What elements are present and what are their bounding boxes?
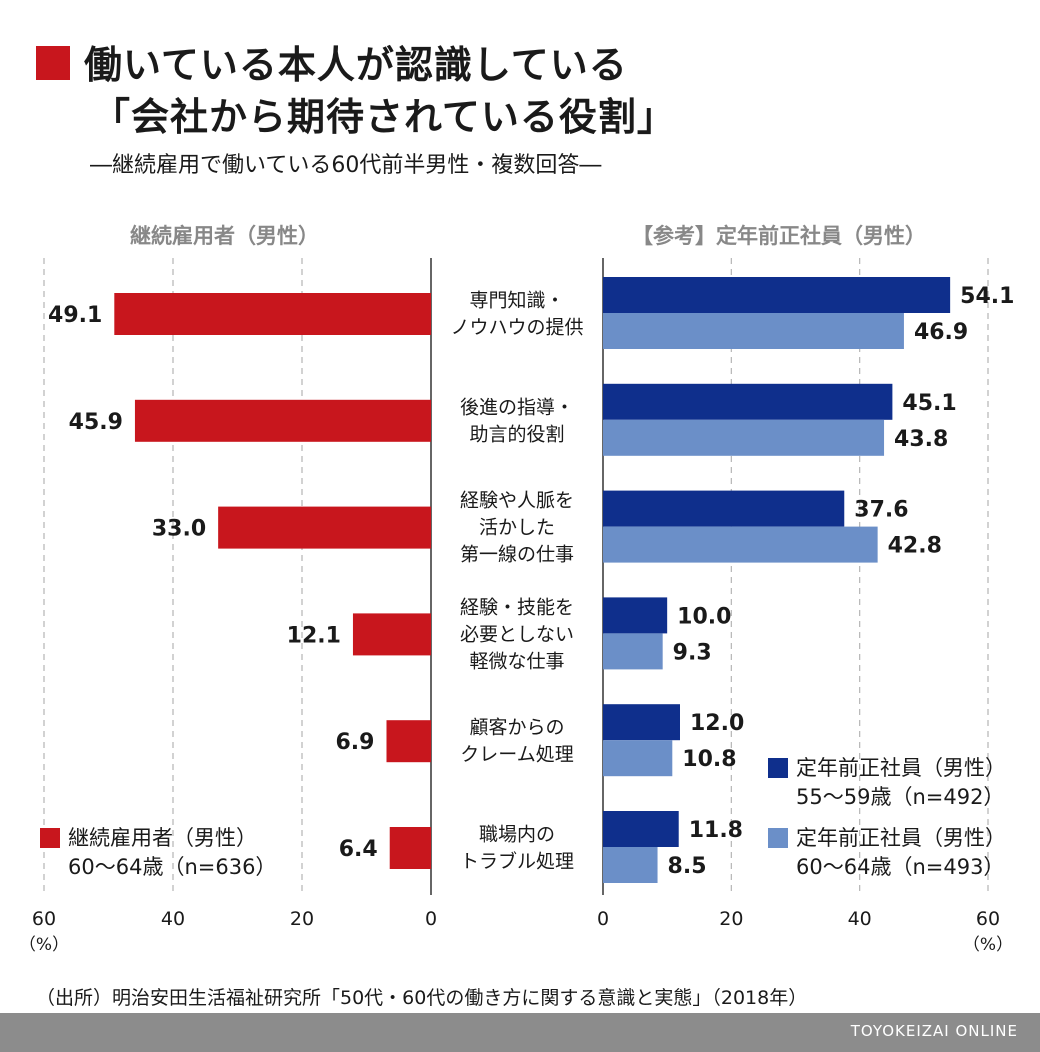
legend-right-light: 定年前正社員（男性） 60〜64歳（n=493） xyxy=(768,824,1006,882)
right-tick-label: 0 xyxy=(597,908,609,930)
right-bar xyxy=(603,313,904,349)
legend-dark-line1: 定年前正社員（男性） xyxy=(796,756,1006,780)
chart-title-line1: 働いている本人が認識している xyxy=(84,43,628,87)
category-label: トラブル処理 xyxy=(460,850,574,873)
right-bar-label: 54.1 xyxy=(960,284,1014,309)
right-bar xyxy=(603,419,885,456)
legend-swatch-dark xyxy=(768,758,788,778)
left-bar xyxy=(114,293,432,335)
category-label: クレーム処理 xyxy=(460,744,573,766)
left-unit-label: （%） xyxy=(19,935,69,955)
right-unit-label: （%） xyxy=(963,935,1013,955)
right-bar xyxy=(603,811,679,847)
category-label: 経験や人脈を xyxy=(460,490,574,512)
left-bar-label: 12.1 xyxy=(287,623,341,648)
right-bar-label: 10.8 xyxy=(682,747,736,772)
left-bar xyxy=(218,506,431,549)
left-tick-label: 60 xyxy=(32,908,56,930)
left-bar xyxy=(352,613,431,656)
right-bar-label: 8.5 xyxy=(668,854,707,879)
right-bar-label: 42.8 xyxy=(888,534,942,559)
chart-subtitle: ―継続雇用で働いている60代前半男性・複数回答― xyxy=(90,153,602,178)
category-label: 顧客からの xyxy=(469,717,564,739)
right-bar-label: 46.9 xyxy=(914,320,968,345)
left-bar-label: 6.4 xyxy=(339,837,378,862)
right-bar-label: 43.8 xyxy=(894,427,948,452)
legend-text-dark: 定年前正社員（男性） 55〜59歳（n=492） xyxy=(796,754,1006,812)
legend-light-line2: 60〜64歳（n=493） xyxy=(796,855,1005,879)
footer-bar: TOYOKEIZAI ONLINE xyxy=(0,1013,1040,1052)
right-bar-label: 12.0 xyxy=(690,711,744,736)
category-label: 経験・技能を xyxy=(460,596,574,618)
legend-right-dark: 定年前正社員（男性） 55〜59歳（n=492） xyxy=(768,754,1006,812)
brand-label: TOYOKEIZAI ONLINE xyxy=(850,1022,1018,1040)
right-bar-label: 11.8 xyxy=(689,818,743,843)
left-bar xyxy=(134,399,431,442)
left-tick-label: 20 xyxy=(290,908,314,930)
legend-swatch-left xyxy=(40,828,60,848)
category-label: 第一線の仕事 xyxy=(460,544,574,566)
right-bar xyxy=(603,847,658,883)
chart-title-line2: 「会社から期待されている役割」 xyxy=(92,95,676,139)
left-bar xyxy=(389,827,431,869)
left-bar-label: 6.9 xyxy=(336,730,375,755)
right-panel-header: 【参考】定年前正社員（男性） xyxy=(632,224,926,248)
right-tick-label: 60 xyxy=(976,908,1000,930)
right-bar xyxy=(603,597,668,634)
right-bar xyxy=(603,526,878,563)
left-tick-label: 0 xyxy=(425,908,437,930)
category-label: 軽微な仕事 xyxy=(469,650,564,672)
legend-swatch-light xyxy=(768,828,788,848)
category-label: 活かした xyxy=(479,517,555,539)
source-note: （出所）明治安田生活福祉研究所「50代・60代の働き方に関する意識と実態」（20… xyxy=(36,987,808,1009)
left-tick-label: 40 xyxy=(161,908,185,930)
legend-dark-line2: 55〜59歳（n=492） xyxy=(796,785,1005,809)
left-bar-label: 49.1 xyxy=(48,303,102,328)
right-bar xyxy=(603,490,845,527)
legend-light-line1: 定年前正社員（男性） xyxy=(796,826,1006,850)
right-bar xyxy=(603,383,893,420)
category-label: 職場内の xyxy=(479,824,555,846)
left-bar-label: 33.0 xyxy=(152,517,206,542)
right-bar-label: 10.0 xyxy=(677,604,731,629)
legend-left-line1: 継続雇用者（男性） xyxy=(68,826,257,850)
right-bar-label: 45.1 xyxy=(902,391,956,416)
legend-left-line2: 60〜64歳（n=636） xyxy=(68,855,277,879)
category-label: 専門知識・ xyxy=(469,290,564,312)
legend-text-light: 定年前正社員（男性） 60〜64歳（n=493） xyxy=(796,824,1006,882)
right-bar xyxy=(603,277,951,313)
left-panel-header: 継続雇用者（男性） xyxy=(130,224,319,248)
right-bar xyxy=(603,633,663,670)
right-tick-label: 20 xyxy=(719,908,743,930)
right-tick-label: 40 xyxy=(848,908,872,930)
bar-chart: 49.1 54.1 46.9 専門知識・ノウハウの提供 45.9 45.1 43.8 後進の指… xyxy=(19,258,1014,955)
left-bar-label: 45.9 xyxy=(69,410,123,435)
left-bar xyxy=(386,720,431,763)
right-bar xyxy=(603,704,680,741)
right-bar-label: 37.6 xyxy=(854,498,908,523)
category-label: 助言的役割 xyxy=(469,423,564,445)
right-bar-label: 9.3 xyxy=(673,640,712,665)
category-label: 必要としない xyxy=(460,623,574,645)
legend-text-left: 継続雇用者（男性） 60〜64歳（n=636） xyxy=(68,824,276,882)
title-marker xyxy=(36,46,70,80)
category-label: 後進の指導・ xyxy=(460,396,574,418)
legend-left: 継続雇用者（男性） 60〜64歳（n=636） xyxy=(40,824,276,882)
right-bar xyxy=(603,740,673,777)
category-label: ノウハウの提供 xyxy=(450,317,583,339)
